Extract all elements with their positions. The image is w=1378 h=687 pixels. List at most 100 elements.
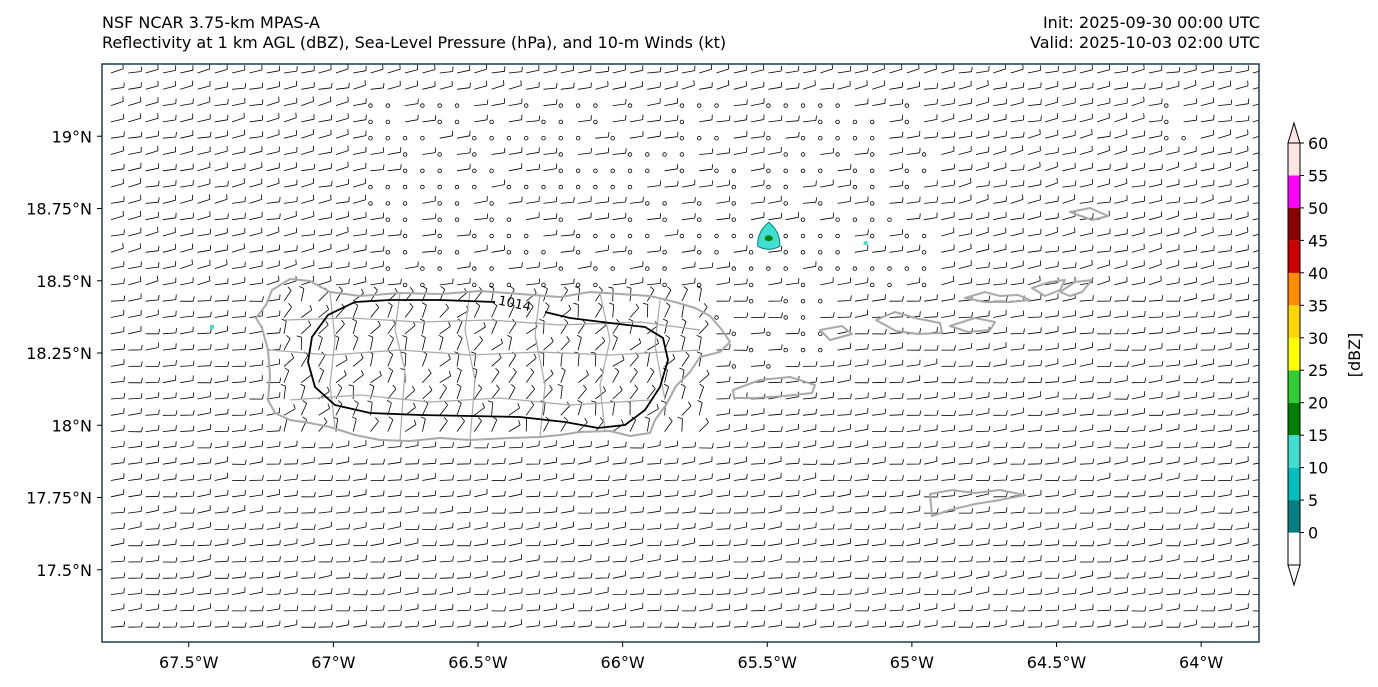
init-time: Init: 2025-09-30 00:00 UTC — [1042, 13, 1260, 32]
calm-wind-marker — [506, 135, 512, 141]
calm-wind-marker — [852, 266, 858, 271]
calm-wind-marker — [748, 299, 754, 304]
calm-wind-marker — [420, 266, 425, 271]
calm-wind-marker — [454, 184, 460, 190]
calm-wind-marker — [904, 233, 909, 239]
calm-wind-marker — [454, 201, 460, 206]
colorbar-bin — [1288, 207, 1300, 241]
calm-wind-marker — [697, 282, 702, 288]
calm-wind-marker — [835, 266, 840, 271]
calm-wind-marker — [697, 217, 702, 222]
calm-wind-marker — [714, 250, 719, 255]
calm-wind-marker — [870, 233, 875, 239]
calm-wind-marker — [731, 217, 736, 222]
colorbar-bin — [1288, 435, 1300, 468]
calm-wind-marker — [489, 135, 494, 141]
calm-wind-marker — [766, 168, 771, 173]
calm-wind-marker — [835, 217, 840, 222]
calm-wind-marker — [731, 331, 736, 336]
calm-wind-marker — [645, 266, 650, 271]
calm-wind-marker — [506, 184, 512, 190]
calm-wind-marker — [800, 135, 806, 141]
calm-wind-marker — [766, 331, 771, 336]
calm-wind-marker — [800, 299, 806, 304]
calm-wind-marker — [818, 135, 823, 141]
calm-wind-marker — [558, 152, 563, 157]
calm-wind-marker — [524, 250, 529, 255]
colorbar-tick-label: 45 — [1308, 231, 1328, 250]
axis-ticks: 19°N 18.75°N 18.5°N 18.25°N 18°N 17.75°N 17.5°… — [26, 127, 1223, 672]
calm-wind-marker — [489, 201, 494, 206]
calm-wind-marker — [368, 184, 373, 190]
calm-wind-marker — [766, 184, 771, 190]
calm-wind-marker — [368, 201, 373, 206]
colorbar-tick-label: 10 — [1308, 459, 1328, 478]
calm-wind-marker — [783, 347, 788, 353]
calm-wind-marker — [852, 184, 858, 190]
calm-wind-marker — [420, 184, 425, 190]
calm-wind-marker — [506, 217, 512, 222]
calm-wind-marker — [575, 250, 581, 255]
lon-tick-label: 66°W — [601, 653, 645, 672]
lat-tick-label: 18°N — [52, 416, 92, 435]
puerto-rico-coast — [255, 278, 731, 442]
calm-wind-marker — [437, 184, 442, 190]
culebra-coast — [819, 325, 853, 341]
vieques-coast — [732, 376, 816, 399]
calm-wind-marker — [714, 135, 719, 141]
calm-wind-marker — [472, 282, 477, 288]
colorbar-tick-label: 55 — [1308, 167, 1328, 186]
calm-wind-marker — [645, 168, 650, 173]
calm-wind-marker — [1181, 135, 1186, 141]
puerto-rico-municipal-lines — [269, 290, 701, 441]
calm-wind-marker — [662, 282, 667, 288]
calm-wind-marker — [766, 266, 771, 271]
calm-wind-marker — [904, 103, 909, 108]
colorbar-bin — [1288, 175, 1300, 208]
calm-wind-marker — [800, 233, 806, 239]
reflectivity-cell — [209, 324, 214, 329]
calm-wind-marker — [368, 103, 373, 108]
calm-wind-marker — [420, 168, 425, 173]
colorbar-tick-label: 60 — [1308, 134, 1328, 153]
calm-wind-marker — [558, 119, 563, 125]
calm-wind-marker — [731, 201, 736, 206]
colorbar-tick-label: 40 — [1308, 264, 1328, 283]
colorbar-unit-label: [dBZ] — [1345, 333, 1364, 378]
wind-barbs — [110, 64, 1259, 628]
calm-wind-marker — [454, 103, 460, 108]
calm-wind-marker — [489, 119, 494, 125]
calm-wind-marker — [402, 168, 408, 173]
calm-wind-marker — [697, 201, 702, 206]
colorbar-tick-label: 0 — [1308, 524, 1318, 543]
colorbar-tick-label: 25 — [1308, 361, 1328, 380]
calm-wind-marker — [852, 168, 858, 173]
calm-wind-marker — [610, 266, 615, 271]
calm-wind-marker — [575, 233, 581, 239]
calm-wind-marker — [835, 103, 840, 108]
calm-wind-marker — [1164, 103, 1169, 108]
calm-wind-marker — [558, 266, 563, 271]
colorbar-bin — [1288, 500, 1300, 533]
calm-wind-marker — [524, 184, 529, 190]
lat-tick-label: 19°N — [52, 127, 92, 146]
calm-wind-marker — [783, 250, 788, 255]
calm-wind-marker — [558, 168, 563, 173]
calm-wind-marker — [835, 250, 840, 255]
coastlines-layer — [255, 207, 1109, 517]
calm-wind-marker — [662, 217, 667, 222]
calm-wind-marker — [818, 250, 823, 255]
reflectivity-layer — [209, 221, 868, 329]
calm-wind-marker — [921, 250, 927, 255]
calm-wind-marker — [489, 168, 494, 173]
colorbar: 0 5 10 15 20 25 30 35 40 45 50 55 60 [dBZ] — [1287, 121, 1364, 587]
calm-wind-marker — [783, 315, 788, 320]
calm-wind-marker — [748, 250, 754, 255]
calm-wind-marker — [627, 250, 633, 255]
calm-wind-marker — [800, 282, 806, 288]
calm-wind-marker — [558, 135, 563, 141]
calm-wind-marker — [368, 135, 373, 141]
calm-wind-marker — [783, 152, 788, 157]
lon-tick-label: 67°W — [311, 653, 355, 672]
sombrero-coast — [1069, 207, 1109, 221]
